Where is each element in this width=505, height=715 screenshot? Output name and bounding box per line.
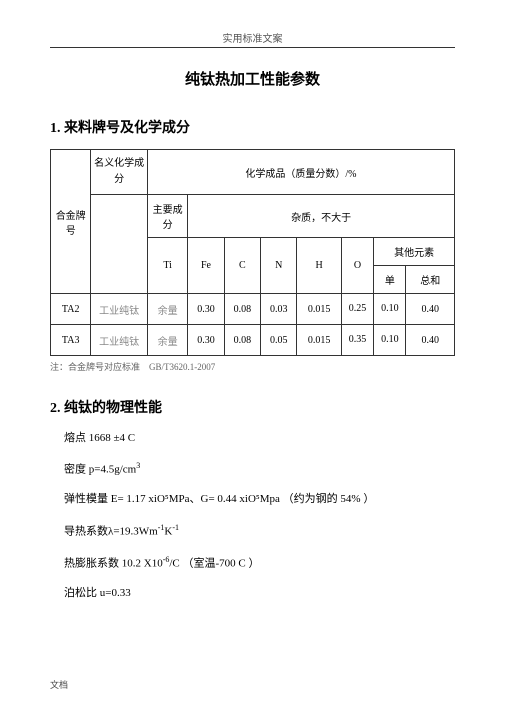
col-h: H xyxy=(297,238,341,294)
prop-thermal-cond: 导热系数λ=19.3Wm-1K-1 xyxy=(64,522,455,540)
cell-o: 0.35 xyxy=(341,325,373,356)
cell-sum: 0.40 xyxy=(406,294,455,325)
section-2-heading: 2. 纯钛的物理性能 xyxy=(50,397,455,417)
cell-n: 0.05 xyxy=(261,325,297,356)
page-header: 实用标准文案 xyxy=(50,30,455,48)
col-single: 单 xyxy=(374,266,406,294)
col-o: O xyxy=(341,238,373,294)
col-sum: 总和 xyxy=(406,266,455,294)
cell-sum: 0.40 xyxy=(406,325,455,356)
page-footer: 文档 xyxy=(50,678,68,691)
page-title: 纯钛热加工性能参数 xyxy=(50,68,455,89)
cell-o: 0.25 xyxy=(341,294,373,325)
cell-n: 0.03 xyxy=(261,294,297,325)
prop-poisson: 泊松比 u=0.33 xyxy=(64,586,455,601)
cell-fe: 0.30 xyxy=(188,294,224,325)
cell-single: 0.10 xyxy=(374,294,406,325)
col-impurity: 杂质，不大于 xyxy=(188,195,455,238)
table-row: TA2 工业纯钛 余量 0.30 0.08 0.03 0.015 0.25 0.… xyxy=(51,294,455,325)
section-1-heading: 1. 来料牌号及化学成分 xyxy=(50,117,455,137)
prop-modulus: 弹性模量 E= 1.17 xiO⁵MPa、G= 0.44 xiO⁵Mpa （约为… xyxy=(64,492,455,507)
col-other: 其他元素 xyxy=(374,238,455,266)
col-main: 主要成分 xyxy=(147,195,187,238)
cell-nominal: 工业纯钛 xyxy=(91,294,148,325)
cell-ti: 余量 xyxy=(147,294,187,325)
table-note: 注：合金牌号对应标准 GB/T3620.1-2007 xyxy=(50,360,455,373)
col-alloy: 合金牌号 xyxy=(51,150,91,294)
cell-h: 0.015 xyxy=(297,294,341,325)
col-chem-header: 化学成品（质量分数）/% xyxy=(147,150,454,195)
prop-density: 密度 p=4.5g/cm3 xyxy=(64,460,455,478)
cell-single: 0.10 xyxy=(374,325,406,356)
cell-fe: 0.30 xyxy=(188,325,224,356)
prop-melting: 熔点 1668 ±4 C xyxy=(64,431,455,446)
table-row: TA3 工业纯钛 余量 0.30 0.08 0.05 0.015 0.35 0.… xyxy=(51,325,455,356)
col-c: C xyxy=(224,238,260,294)
col-nominal: 名义化学成分 xyxy=(91,150,148,195)
col-ti: Ti xyxy=(147,238,187,294)
cell-alloy: TA2 xyxy=(51,294,91,325)
composition-table: 合金牌号 名义化学成分 化学成品（质量分数）/% 主要成分 杂质，不大于 Ti … xyxy=(50,149,455,356)
cell-nominal: 工业纯钛 xyxy=(91,325,148,356)
cell-ti: 余量 xyxy=(147,325,187,356)
cell-c: 0.08 xyxy=(224,325,260,356)
prop-expansion: 热膨胀系数 10.2 X10-6/C （室温-700 C ） xyxy=(64,554,455,572)
col-fe: Fe xyxy=(188,238,224,294)
col-n: N xyxy=(261,238,297,294)
cell-c: 0.08 xyxy=(224,294,260,325)
physical-properties: 熔点 1668 ±4 C 密度 p=4.5g/cm3 弹性模量 E= 1.17 … xyxy=(64,431,455,601)
cell-alloy: TA3 xyxy=(51,325,91,356)
cell-h: 0.015 xyxy=(297,325,341,356)
